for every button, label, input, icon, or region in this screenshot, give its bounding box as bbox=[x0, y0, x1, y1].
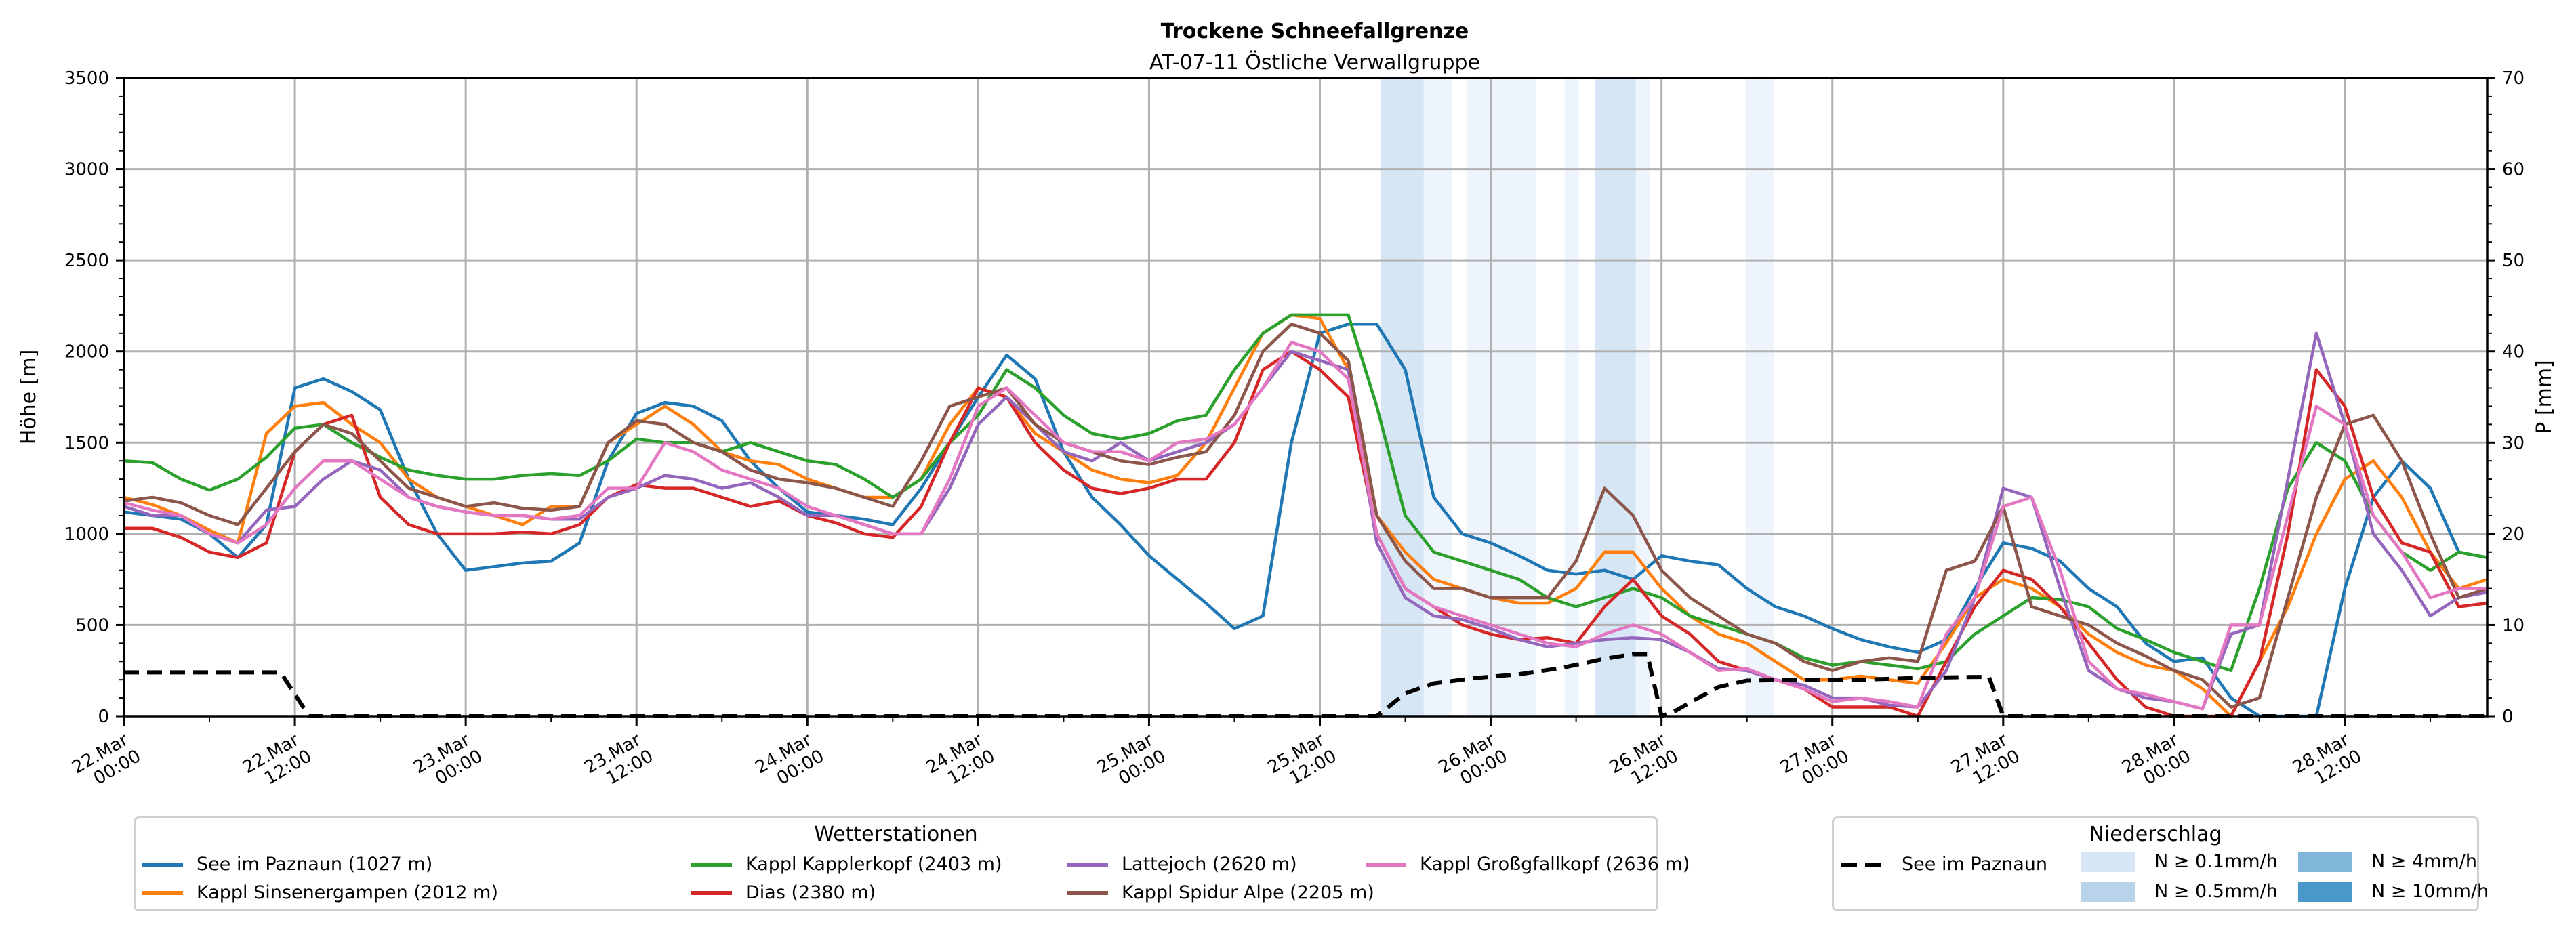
y2-tick-label: 40 bbox=[2502, 342, 2524, 362]
legend-item-station: Kappl Sinsenergampen (2012 m) bbox=[142, 882, 498, 903]
precip-band-3 bbox=[1564, 78, 1579, 716]
legend-item-station: Dias (2380 m) bbox=[691, 882, 876, 903]
legend-swatch bbox=[691, 890, 732, 895]
legend-label: Kappl Großgfallkopf (2636 m) bbox=[1420, 854, 1690, 875]
series-line-5 bbox=[123, 323, 2488, 709]
legend-item-precip-class: N ≥ 0.1mm/h bbox=[2081, 851, 2278, 872]
y-tick-label: 1500 bbox=[64, 433, 109, 453]
y-tick-label: 0 bbox=[98, 707, 109, 727]
y-tick-label: 1000 bbox=[64, 524, 109, 545]
series-line-0 bbox=[123, 323, 2488, 718]
legend-swatch bbox=[142, 862, 183, 867]
precip-band-6 bbox=[1745, 78, 1774, 716]
precip-band-2 bbox=[1466, 78, 1536, 716]
legend-label: Kappl Sinsenergampen (2012 m) bbox=[197, 882, 499, 903]
chart-subtitle: AT-07-11 Östliche Verwallgruppe bbox=[1149, 50, 1480, 75]
series-lines bbox=[123, 313, 2488, 718]
y-tick-label: 3000 bbox=[64, 160, 109, 180]
legend-swatch bbox=[691, 862, 732, 867]
series-line-3 bbox=[124, 350, 2488, 718]
precip-band-4 bbox=[1594, 78, 1636, 716]
y-tick-label: 2500 bbox=[64, 251, 109, 271]
grid bbox=[124, 78, 2487, 716]
legend-item-precip-class: N ≥ 0.5mm/h bbox=[2081, 881, 2278, 902]
legend-precip: Niederschlag See im Paznaun N ≥ 0.1mm/h N… bbox=[1832, 816, 2489, 911]
y-axis-label: Höhe [m] bbox=[17, 350, 41, 445]
legend-label: Kappl Kapplerkopf (2403 m) bbox=[745, 854, 1002, 875]
legend-item-station: See im Paznaun (1027 m) bbox=[142, 854, 432, 875]
plot-frame bbox=[123, 77, 2489, 718]
legend-item-precip-class: N ≥ 10mm/h bbox=[2298, 881, 2489, 902]
legend-item-precip-class: N ≥ 4mm/h bbox=[2298, 851, 2477, 872]
series-line-2 bbox=[123, 313, 2488, 672]
y2-tick-label: 50 bbox=[2502, 251, 2524, 271]
y2-tick-label: 10 bbox=[2502, 615, 2524, 636]
series-line-1 bbox=[123, 313, 2488, 718]
y-tick-label: 2000 bbox=[64, 342, 109, 362]
precip-band-5 bbox=[1635, 78, 1650, 716]
legend-item-station: Lattejoch (2620 m) bbox=[1067, 854, 1297, 875]
legend-item-station: Kappl Kapplerkopf (2403 m) bbox=[691, 854, 1002, 875]
y2-tick-label: 70 bbox=[2502, 68, 2524, 89]
legend-swatch bbox=[1067, 890, 1108, 895]
legend-label: Dias (2380 m) bbox=[745, 882, 876, 903]
precip-band-0 bbox=[1381, 78, 1424, 716]
legend-label: N ≥ 0.5mm/h bbox=[2154, 881, 2278, 902]
legend-swatch bbox=[1067, 862, 1108, 867]
legend-item-station: Kappl Spidur Alpe (2205 m) bbox=[1067, 882, 1374, 903]
legend-swatch bbox=[1366, 862, 1406, 867]
chart-title: Trockene Schneefallgrenze bbox=[1161, 20, 1469, 43]
legend-label: See im Paznaun bbox=[1902, 854, 2047, 875]
legend-patch bbox=[2081, 881, 2135, 902]
legend-patch bbox=[2298, 851, 2352, 872]
y2-tick-label: 0 bbox=[2502, 707, 2514, 727]
series-line-6 bbox=[123, 341, 2487, 711]
y2-tick-label: 30 bbox=[2502, 433, 2524, 453]
legend-stations: Wetterstationen See im Paznaun (1027 m) K… bbox=[134, 816, 1690, 911]
legend-label: See im Paznaun (1027 m) bbox=[197, 854, 433, 875]
precip-band-1 bbox=[1423, 78, 1452, 716]
legend-label: N ≥ 0.1mm/h bbox=[2154, 851, 2278, 872]
legend-label: N ≥ 4mm/h bbox=[2371, 851, 2477, 872]
precip-line bbox=[124, 652, 2487, 720]
legend-stations-title: Wetterstationen bbox=[814, 823, 978, 846]
precip-line-see-im-paznaun bbox=[124, 652, 2487, 720]
legend-item-station: Kappl Großgfallkopf (2636 m) bbox=[1366, 854, 1690, 875]
legend-item-precip-line: See im Paznaun bbox=[1841, 854, 2047, 875]
precip-bands bbox=[1381, 78, 1774, 716]
legend-patch bbox=[2298, 881, 2352, 902]
legend-label: Lattejoch (2620 m) bbox=[1122, 854, 1297, 875]
legend-precip-title: Niederschlag bbox=[2089, 823, 2222, 846]
y2-axis-label: P [mm] bbox=[2533, 360, 2556, 434]
legend-label: N ≥ 10mm/h bbox=[2371, 881, 2489, 902]
legend-swatch bbox=[142, 890, 183, 895]
y-tick-label: 500 bbox=[75, 615, 109, 636]
y2-tick-label: 60 bbox=[2502, 160, 2524, 180]
y2-tick-label: 20 bbox=[2502, 524, 2524, 545]
y-tick-label: 3500 bbox=[64, 68, 109, 89]
dashed-line-swatch bbox=[1841, 862, 1881, 867]
legend-label: Kappl Spidur Alpe (2205 m) bbox=[1122, 882, 1374, 903]
legend-patch bbox=[2081, 851, 2135, 872]
